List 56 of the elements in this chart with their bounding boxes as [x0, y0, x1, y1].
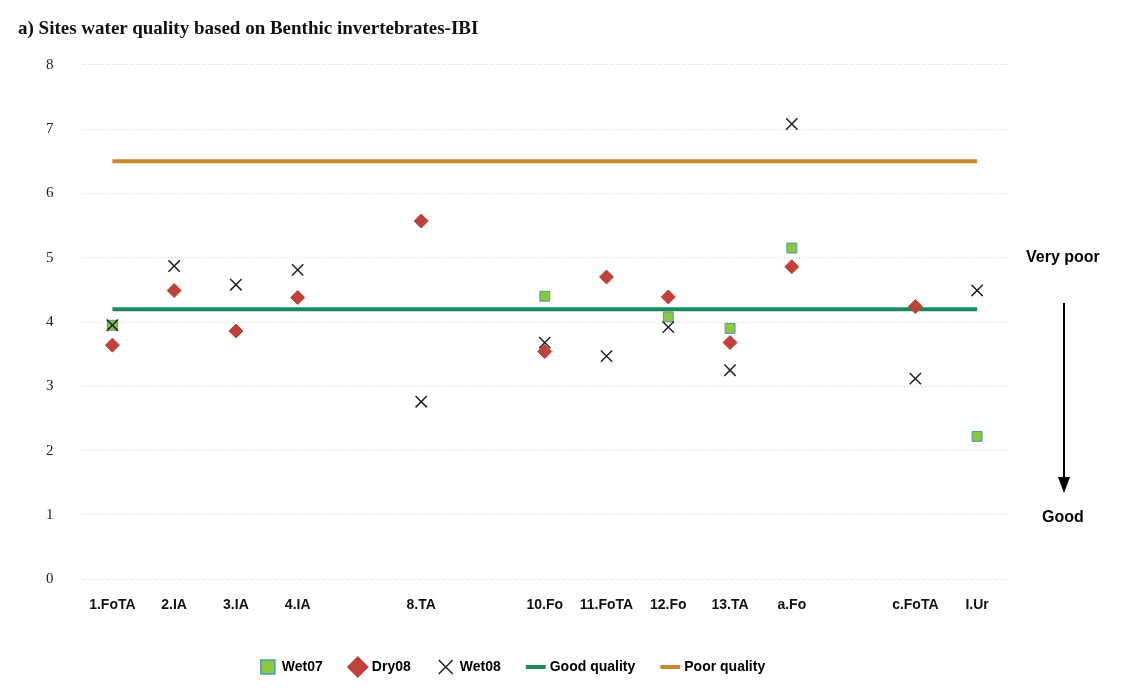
- x-tick-label: 10.Fo: [526, 596, 564, 613]
- point: [414, 395, 428, 409]
- point: [167, 259, 181, 273]
- point: [660, 289, 676, 305]
- point: [166, 282, 182, 298]
- y-tick-label: 1: [46, 505, 54, 522]
- y-tick-label: 2: [46, 441, 54, 458]
- point: [104, 337, 120, 353]
- point: [229, 278, 243, 292]
- x-tick-label: c.FoTA: [892, 596, 939, 613]
- point: [599, 269, 615, 285]
- point: [538, 336, 552, 349]
- x-tick-label: 1.FoTA: [89, 596, 136, 613]
- x-tick-label: 11.FoTA: [579, 596, 634, 613]
- point: [786, 242, 798, 254]
- point: [970, 284, 984, 297]
- y-tick-label: 4: [46, 312, 54, 329]
- point: [907, 299, 923, 315]
- point: [971, 431, 983, 442]
- y-tick-label: 8: [46, 55, 54, 72]
- point: [723, 363, 737, 377]
- x-tick-label: 8.TA: [406, 596, 436, 613]
- point: [785, 117, 799, 131]
- y-tick-label: 6: [46, 184, 54, 201]
- legend-label: Wet08: [459, 657, 501, 674]
- y-tick-label: 3: [46, 377, 54, 394]
- y-tick-label: 0: [46, 570, 54, 587]
- y-tick-label: 5: [46, 248, 54, 265]
- x-tick-label: 2.IA: [161, 596, 187, 613]
- x-tick-label: 4.IA: [284, 596, 311, 613]
- point: [228, 323, 244, 339]
- point: [722, 335, 738, 351]
- text: Good: [1042, 508, 1084, 526]
- legend-label: Poor quality: [684, 657, 766, 674]
- y-tick-label: 7: [46, 120, 54, 137]
- point: [908, 372, 922, 385]
- point: [537, 344, 553, 360]
- point: [661, 320, 675, 334]
- legend-label: Good quality: [549, 657, 636, 674]
- x-tick-label: I.Ur: [965, 596, 990, 613]
- legend-label: Dry08: [371, 657, 411, 674]
- point: [784, 259, 800, 275]
- legend-label: Wet07: [281, 657, 324, 674]
- point: [290, 290, 306, 306]
- point: [724, 322, 736, 334]
- text: Very poor: [1026, 248, 1100, 266]
- x-tick-label: 3.IA: [223, 596, 249, 613]
- point: [662, 311, 674, 323]
- x-tick-label: 13.TA: [711, 596, 749, 613]
- x-tick-label: 12.Fo: [649, 596, 687, 613]
- point: [539, 290, 551, 302]
- chart-title: a) Sites water quality based on Benthic invertebrates-IBI: [18, 17, 479, 40]
- point: [413, 213, 429, 229]
- point: [600, 349, 613, 363]
- x-tick-label: a.Fo: [777, 596, 807, 613]
- point: [291, 263, 305, 277]
